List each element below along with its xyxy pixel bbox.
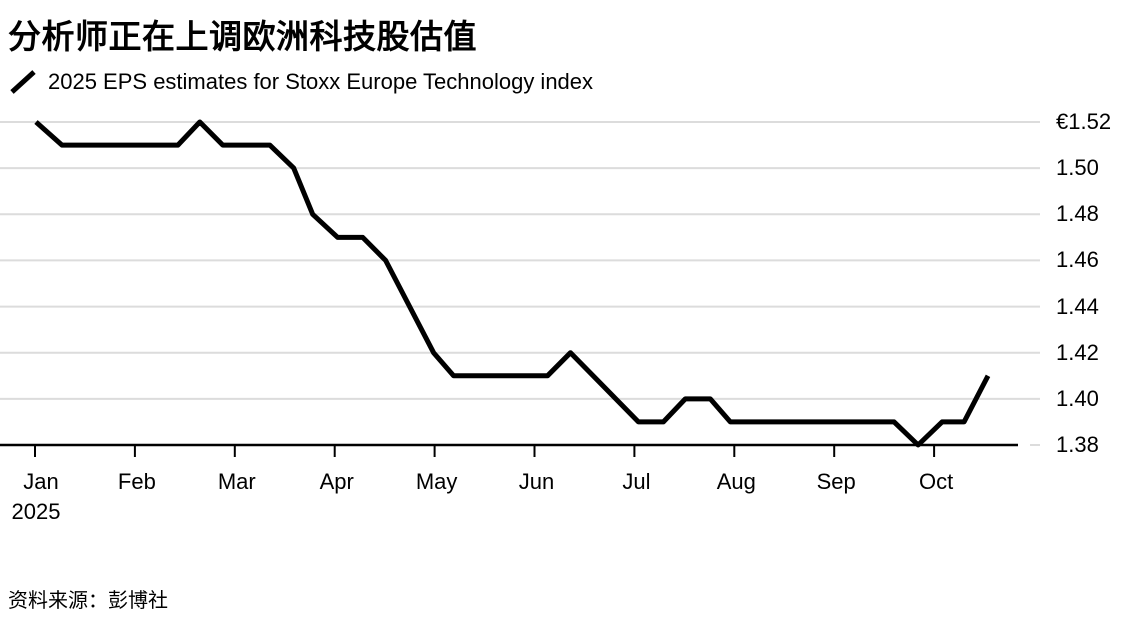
- x-tick-label: Jul: [622, 469, 651, 494]
- chart-legend: 2025 EPS estimates for Stoxx Europe Tech…: [8, 68, 593, 96]
- eps-series-line: [34, 119, 991, 448]
- x-tick-label: Apr: [319, 469, 354, 494]
- y-tick-label: 1.38: [1056, 432, 1099, 457]
- source-note: 资料来源：彭博社: [8, 590, 168, 612]
- y-tick-label: 1.42: [1056, 339, 1099, 365]
- x-tick-label: Jan: [23, 469, 59, 494]
- y-tick-label: €1.52: [1056, 109, 1112, 134]
- chart-legend-label: 2025 EPS estimates for Stoxx Europe Tech…: [48, 69, 594, 94]
- x-tick-label: Mar: [217, 469, 256, 494]
- x-axis-year-label: 2025: [11, 499, 61, 524]
- y-tick-label: 1.48: [1056, 201, 1099, 227]
- line-series-legend-icon: [10, 70, 36, 94]
- y-tick-label: 1.40: [1056, 385, 1099, 411]
- y-tick-label: 1.44: [1056, 293, 1099, 319]
- chart-title: 分析师正在上调欧洲科技股估值: [8, 18, 477, 55]
- x-tick-label: Oct: [918, 469, 954, 494]
- x-tick-label: Aug: [716, 469, 756, 494]
- y-tick-label: 1.46: [1056, 247, 1099, 273]
- x-tick-label: Jun: [518, 469, 555, 494]
- x-tick-label: Sep: [816, 469, 856, 494]
- x-tick-label: Feb: [117, 469, 156, 494]
- y-tick-label: 1.50: [1056, 155, 1099, 181]
- x-tick-label: May: [415, 469, 458, 494]
